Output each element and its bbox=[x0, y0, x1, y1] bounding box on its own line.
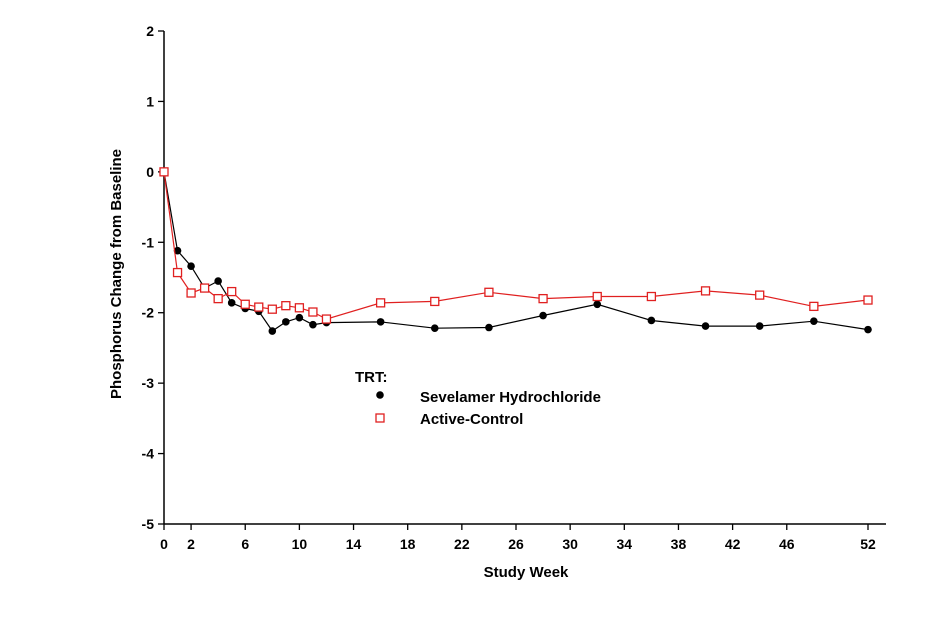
y-tick-label: 1 bbox=[146, 93, 154, 109]
x-tick-label: 22 bbox=[454, 536, 470, 552]
data-point-sevelamer bbox=[309, 320, 317, 329]
data-point-active-control bbox=[281, 301, 291, 311]
data-point-active-control bbox=[592, 291, 602, 302]
x-tick-label: 14 bbox=[346, 536, 362, 552]
data-point-active-control bbox=[199, 283, 210, 293]
data-point-active-control bbox=[484, 287, 494, 297]
data-point-sevelamer bbox=[485, 323, 493, 332]
x-tick-label: 52 bbox=[860, 536, 876, 552]
series-layer bbox=[159, 167, 873, 335]
data-point-active-control bbox=[375, 298, 386, 308]
y-tick-label: -1 bbox=[142, 234, 155, 250]
data-point-active-control bbox=[213, 293, 223, 304]
x-tick-label: 38 bbox=[671, 536, 687, 552]
data-point-sevelamer bbox=[647, 316, 656, 325]
y-tick-label: -4 bbox=[142, 446, 155, 462]
legend-marker-sevelamer bbox=[376, 391, 384, 399]
x-tick-label: 42 bbox=[725, 536, 741, 552]
data-point-active-control bbox=[172, 267, 183, 278]
y-tick-label: -3 bbox=[142, 375, 155, 391]
legend-title: TRT: bbox=[355, 369, 388, 386]
data-point-active-control bbox=[308, 307, 318, 317]
data-point-active-control bbox=[321, 314, 332, 324]
data-point-active-control bbox=[240, 299, 250, 309]
data-point-active-control bbox=[646, 291, 657, 302]
y-tick-label: -5 bbox=[142, 516, 155, 532]
legend-label-active-control: Active-Control bbox=[420, 411, 523, 428]
x-tick-label: 26 bbox=[508, 536, 524, 552]
y-tick-label: 0 bbox=[146, 164, 154, 180]
data-point-sevelamer bbox=[295, 313, 304, 322]
data-point-sevelamer bbox=[539, 311, 547, 320]
data-point-active-control bbox=[267, 304, 277, 314]
data-point-sevelamer bbox=[810, 317, 818, 325]
data-point-sevelamer bbox=[187, 262, 195, 271]
x-axis-title: Study Week bbox=[484, 564, 569, 581]
y-axis-title: Phosphorus Change from Baseline bbox=[108, 149, 125, 399]
data-point-active-control bbox=[227, 286, 237, 297]
y-tick-label: -2 bbox=[142, 305, 155, 321]
x-tick-label: 34 bbox=[617, 536, 633, 552]
series-active-control bbox=[159, 167, 873, 324]
data-point-active-control bbox=[159, 167, 169, 177]
x-tick-label: 6 bbox=[241, 536, 249, 552]
x-tick-label: 18 bbox=[400, 536, 416, 552]
data-point-active-control bbox=[294, 303, 305, 313]
data-point-sevelamer bbox=[214, 277, 222, 285]
data-point-active-control bbox=[863, 295, 873, 305]
data-point-sevelamer bbox=[268, 327, 277, 335]
x-tick-label: 2 bbox=[187, 536, 195, 552]
data-point-sevelamer bbox=[593, 300, 602, 309]
legend-label-sevelamer: Sevelamer Hydrochloride bbox=[420, 389, 601, 406]
data-point-active-control bbox=[755, 290, 765, 300]
x-tick-label: 30 bbox=[562, 536, 578, 552]
data-point-active-control bbox=[430, 296, 440, 307]
y-ticks: 2 1 0 -1 -2 -3 -4 -5 bbox=[142, 23, 164, 532]
data-point-active-control bbox=[538, 293, 548, 304]
legend: TRT: Sevelamer Hydrochloride Active-Cont… bbox=[355, 369, 601, 428]
x-ticks: 0 2 6 10 14 18 22 26 30 34 38 42 46 52 bbox=[160, 524, 876, 552]
data-point-active-control bbox=[254, 302, 264, 312]
axes bbox=[163, 31, 886, 525]
y-tick-label: 2 bbox=[146, 23, 154, 39]
data-point-sevelamer bbox=[173, 246, 182, 255]
data-point-active-control bbox=[809, 301, 819, 312]
data-point-sevelamer bbox=[282, 318, 290, 326]
data-point-sevelamer bbox=[701, 322, 710, 330]
data-point-active-control bbox=[700, 286, 711, 296]
data-point-sevelamer bbox=[430, 324, 439, 333]
x-tick-label: 0 bbox=[160, 536, 168, 552]
data-point-sevelamer bbox=[376, 318, 385, 326]
legend-marker-active-control bbox=[375, 413, 385, 423]
series-sevelamer bbox=[160, 168, 872, 335]
x-tick-label: 46 bbox=[779, 536, 795, 552]
x-tick-label: 10 bbox=[292, 536, 308, 552]
data-point-sevelamer bbox=[755, 322, 764, 330]
data-point-sevelamer bbox=[227, 299, 236, 307]
data-point-sevelamer bbox=[864, 325, 872, 334]
data-point-active-control bbox=[186, 288, 196, 298]
